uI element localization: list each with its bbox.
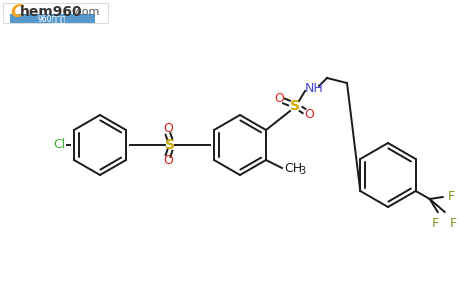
Text: hem960: hem960 [20, 5, 82, 19]
Text: NH: NH [305, 81, 324, 95]
Text: C: C [10, 3, 23, 21]
Text: 960化工网: 960化工网 [38, 14, 66, 23]
Text: F: F [432, 217, 439, 230]
Text: O: O [163, 154, 173, 168]
Text: O: O [274, 91, 284, 105]
Text: O: O [163, 122, 173, 135]
Text: CH: CH [284, 161, 302, 175]
Text: 3: 3 [299, 166, 305, 176]
Text: Cl: Cl [54, 139, 66, 151]
FancyBboxPatch shape [10, 14, 95, 23]
Text: O: O [304, 108, 314, 120]
Text: S: S [290, 99, 300, 113]
FancyBboxPatch shape [3, 3, 108, 23]
Text: S: S [165, 138, 175, 152]
Text: F: F [450, 217, 457, 230]
Text: .com: .com [73, 7, 100, 17]
Text: F: F [448, 190, 455, 204]
